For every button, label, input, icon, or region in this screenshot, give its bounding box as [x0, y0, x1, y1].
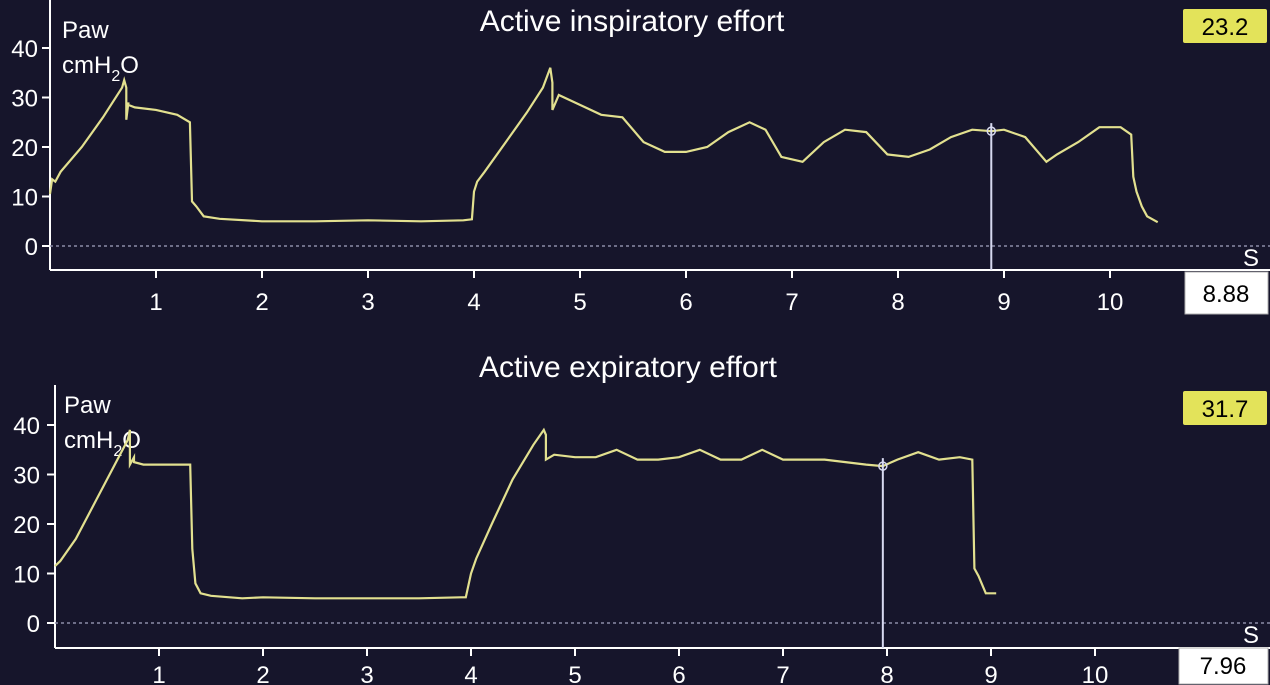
y-unit-tail: O	[120, 52, 139, 79]
cursor-time-box	[1178, 647, 1269, 685]
panel-title: Active inspiratory effort	[480, 5, 785, 38]
x-tick-label: 1	[149, 289, 162, 316]
y-unit-main: cmH	[62, 52, 111, 79]
x-tick-label: 10	[1097, 289, 1124, 316]
y-tick-label: 20	[11, 135, 38, 162]
x-tick-label: 7	[785, 289, 798, 316]
cursor-value-readout: 23.2	[1202, 14, 1249, 41]
panel-inspiratory: Active inspiratory effort Paw cmH2O 0102…	[11, 0, 1270, 316]
x-tick-label: 1	[152, 662, 165, 685]
cursor-value-box	[1183, 9, 1267, 43]
x-tick-label: 4	[467, 289, 480, 316]
panel-title: Active expiratory effort	[479, 351, 778, 384]
y-tick-label: 10	[13, 562, 40, 589]
x-tick-label: 7	[776, 662, 789, 685]
y-unit-main: cmH	[64, 427, 113, 454]
pressure-trace	[54, 427, 997, 600]
y-tick-label: 20	[13, 512, 40, 539]
cursor-marker	[878, 461, 888, 471]
x-tick-label: 8	[880, 662, 893, 685]
y-tick-group: 0 10 20 30 40	[11, 36, 50, 261]
y-tick-group: 0 10 20 30 40	[13, 413, 55, 638]
x-tick-label: 9	[984, 662, 997, 685]
y-unit-subscript: 2	[113, 443, 122, 460]
cursor-value-box	[1183, 391, 1267, 425]
cursor-time-readout: 7.96	[1200, 653, 1247, 680]
y-unit-tail: O	[122, 427, 141, 454]
x-tick-label: 8	[891, 289, 904, 316]
x-axis-unit: S	[1243, 622, 1259, 649]
cursor-marker	[986, 126, 997, 136]
y-axis-unit: cmH2O	[62, 52, 139, 85]
panel-separator	[0, 318, 1270, 358]
x-tick-label: 3	[360, 662, 373, 685]
y-unit-subscript: 2	[111, 68, 120, 85]
y-axis-label: Paw	[64, 392, 111, 419]
x-tick-label: 6	[679, 289, 692, 316]
cursor-time-box	[1184, 271, 1269, 315]
cursor-time-readout: 8.88	[1203, 281, 1250, 308]
y-axis-unit: cmH2O	[64, 427, 141, 460]
x-tick-label: 2	[256, 662, 269, 685]
x-tick-label: 6	[672, 662, 685, 685]
x-tick-group: 1 2 3 4 5 6 7 8 9 10	[149, 270, 1123, 316]
x-tick-label: 5	[568, 662, 581, 685]
x-axis-unit: S	[1243, 245, 1259, 272]
x-tick-label: 9	[997, 289, 1010, 316]
y-tick-label: 30	[13, 463, 40, 490]
panel-expiratory: Active expiratory effort Paw cmH2O 01020…	[13, 351, 1270, 685]
y-tick-label: 40	[13, 413, 40, 440]
y-tick-label: 0	[27, 611, 40, 638]
y-axis-label: Paw	[62, 17, 109, 44]
y-tick-label: 40	[11, 36, 38, 63]
x-tick-label: 3	[361, 289, 374, 316]
x-tick-group: 1 2 3 4 5 6 7 8 9 10	[152, 648, 1108, 685]
pressure-trace	[48, 67, 1159, 224]
cursor-value-readout: 31.7	[1202, 396, 1249, 423]
x-tick-label: 2	[255, 289, 268, 316]
y-tick-label: 0	[25, 234, 38, 261]
x-tick-label: 10	[1082, 662, 1109, 685]
y-tick-label: 10	[11, 185, 38, 212]
y-tick-label: 30	[11, 86, 38, 113]
x-tick-label: 5	[573, 289, 586, 316]
x-tick-label: 4	[464, 662, 477, 685]
